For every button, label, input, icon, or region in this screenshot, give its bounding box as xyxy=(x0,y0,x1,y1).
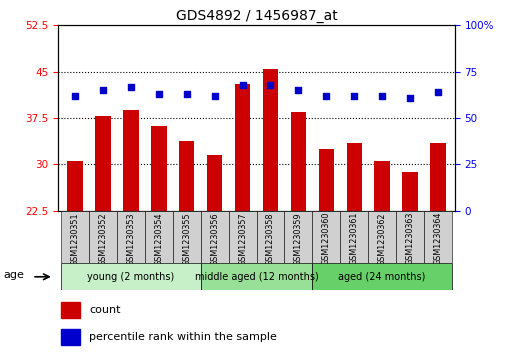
Bar xyxy=(96,116,111,211)
Bar xyxy=(368,211,396,263)
Text: percentile rank within the sample: percentile rank within the sample xyxy=(89,332,277,342)
Point xyxy=(322,93,330,99)
Text: GSM1230358: GSM1230358 xyxy=(266,212,275,266)
Bar xyxy=(263,69,278,211)
Text: GSM1230359: GSM1230359 xyxy=(294,212,303,266)
Text: age: age xyxy=(3,270,24,281)
Bar xyxy=(68,161,83,211)
Bar xyxy=(284,211,312,263)
Bar xyxy=(61,302,80,318)
Bar xyxy=(346,143,362,211)
Text: GSM1230364: GSM1230364 xyxy=(433,212,442,265)
Bar xyxy=(61,329,80,345)
Point xyxy=(434,89,442,95)
Point xyxy=(239,82,247,87)
Bar xyxy=(89,211,117,263)
Bar xyxy=(145,211,173,263)
Text: GSM1230363: GSM1230363 xyxy=(405,212,415,265)
Bar xyxy=(340,211,368,263)
Bar xyxy=(257,211,284,263)
Bar xyxy=(61,211,89,263)
Bar xyxy=(312,263,452,290)
Bar xyxy=(117,211,145,263)
Bar xyxy=(291,112,306,211)
Bar xyxy=(424,211,452,263)
Text: count: count xyxy=(89,305,120,315)
Point xyxy=(211,93,219,99)
Bar xyxy=(229,211,257,263)
Bar xyxy=(179,141,195,211)
Text: GSM1230352: GSM1230352 xyxy=(99,212,108,266)
Bar xyxy=(201,263,312,290)
Point xyxy=(155,91,163,97)
Bar xyxy=(430,143,446,211)
Text: GSM1230351: GSM1230351 xyxy=(71,212,80,266)
Bar xyxy=(235,84,250,211)
Point xyxy=(378,93,386,99)
Point xyxy=(99,87,107,93)
Point xyxy=(266,82,274,87)
Point xyxy=(71,93,79,99)
Text: GSM1230357: GSM1230357 xyxy=(238,212,247,266)
Title: GDS4892 / 1456987_at: GDS4892 / 1456987_at xyxy=(176,9,337,23)
Text: young (2 months): young (2 months) xyxy=(87,272,175,282)
Point xyxy=(294,87,302,93)
Text: GSM1230361: GSM1230361 xyxy=(350,212,359,265)
Bar xyxy=(151,126,167,211)
Text: GSM1230360: GSM1230360 xyxy=(322,212,331,265)
Text: aged (24 months): aged (24 months) xyxy=(338,272,426,282)
Text: GSM1230353: GSM1230353 xyxy=(126,212,136,266)
Bar xyxy=(173,211,201,263)
Point xyxy=(127,83,135,89)
Text: GSM1230356: GSM1230356 xyxy=(210,212,219,266)
Text: middle aged (12 months): middle aged (12 months) xyxy=(195,272,319,282)
Bar xyxy=(319,149,334,211)
Text: GSM1230354: GSM1230354 xyxy=(154,212,164,266)
Bar xyxy=(312,211,340,263)
Point xyxy=(350,93,358,99)
Bar xyxy=(402,172,418,211)
Bar xyxy=(61,263,201,290)
Text: GSM1230362: GSM1230362 xyxy=(377,212,387,266)
Bar xyxy=(374,161,390,211)
Point xyxy=(406,95,414,101)
Bar xyxy=(396,211,424,263)
Bar xyxy=(123,110,139,211)
Bar xyxy=(201,211,229,263)
Bar xyxy=(207,155,223,211)
Point xyxy=(183,91,191,97)
Text: GSM1230355: GSM1230355 xyxy=(182,212,192,266)
